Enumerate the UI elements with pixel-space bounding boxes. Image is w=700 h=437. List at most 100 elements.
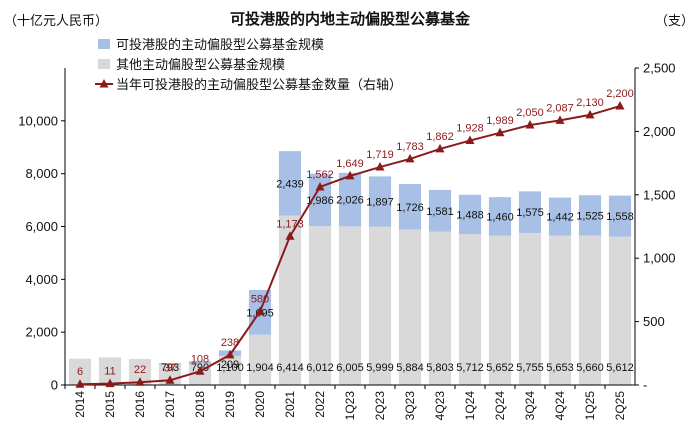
line-marker: [375, 162, 385, 171]
legend-label-hk: 可投港股的主动偏股型公募基金规模: [116, 37, 324, 52]
bar-other-4Q23: [428, 231, 452, 385]
x-tick-label: 2020: [253, 391, 267, 418]
line-data-label: 1,173: [276, 218, 304, 230]
bar-hk-1Q23: [338, 172, 362, 227]
data-label-other: 1,904: [246, 362, 274, 374]
bar-other-2Q24: [488, 235, 512, 385]
bar-other-2020: [248, 334, 272, 385]
data-label-other: 1,100: [216, 362, 244, 374]
bar-other-2Q23: [368, 226, 392, 385]
left-axis-tick-label: 0: [51, 378, 58, 393]
left-axis-tick-label: 2,000: [25, 325, 58, 340]
line-data-label: 108: [191, 353, 209, 365]
right-axis-unit: （支）: [654, 13, 694, 28]
line-data-label: 1,862: [426, 131, 454, 143]
line-marker: [315, 181, 325, 191]
data-label-other: 6,005: [336, 362, 364, 374]
bar-hk-2021: [278, 151, 302, 216]
line-marker: [225, 349, 235, 359]
line-marker: [555, 115, 565, 124]
line-data-label: 1,783: [396, 141, 424, 153]
x-tick-label: 2022: [313, 391, 327, 418]
x-tick-label: 2Q24: [493, 391, 507, 421]
x-tick-label: 2016: [133, 391, 147, 418]
data-label-hk: 1,726: [396, 202, 424, 214]
data-label-other: 5,999: [366, 362, 394, 374]
line-marker: [495, 127, 505, 137]
line-marker: [165, 375, 175, 384]
data-label-other: 5,755: [516, 362, 544, 374]
x-tick-label: 2014: [73, 391, 87, 418]
x-tick-label: 2019: [223, 391, 237, 418]
bar-other-2016: [128, 359, 152, 385]
line-data-label: 2,130: [576, 97, 604, 109]
legend-label-other: 其他主动偏股型公募基金规模: [116, 57, 285, 72]
x-tick-label: 2015: [103, 391, 117, 418]
x-tick-label: 2021: [283, 391, 297, 418]
bar-hk-4Q23: [428, 189, 452, 232]
x-tick-label: 2Q25: [613, 391, 627, 421]
line-data-label: 2,050: [516, 107, 544, 119]
line-marker: [195, 366, 205, 375]
x-tick-label: 1Q23: [343, 391, 357, 421]
data-label-hk: 1,460: [486, 211, 514, 223]
data-label-other: 6,012: [306, 362, 334, 374]
bar-hk-4Q24: [548, 197, 572, 236]
bar-other-2Q25: [608, 236, 632, 385]
data-label-hk: 2,026: [336, 195, 364, 207]
x-tick-label: 3Q23: [403, 391, 417, 421]
data-label-other: 5,612: [606, 362, 634, 374]
bar-other-2019: [218, 355, 242, 385]
x-tick-label: 2018: [193, 391, 207, 418]
line-marker: [255, 306, 265, 315]
right-axis-tick-label: -: [643, 378, 647, 393]
bar-hk-2Q25: [608, 195, 632, 237]
right-axis-tick-label: 500: [643, 314, 665, 329]
bar-other-4Q24: [548, 235, 572, 385]
line-data-label: 1,562: [306, 169, 334, 181]
x-tick-label: 1Q24: [463, 391, 477, 421]
bar-hk-3Q23: [398, 183, 422, 230]
data-label-other: 5,653: [546, 362, 574, 374]
line-marker: [465, 135, 475, 145]
bar-other-2021: [278, 215, 302, 385]
line-marker: [285, 231, 295, 240]
right-axis-tick-label: 1,500: [643, 187, 676, 202]
data-label-hk: 2,439: [276, 178, 304, 190]
line-data-label: 1,928: [456, 123, 484, 135]
data-label-other: 5,803: [426, 362, 454, 374]
right-axis-tick-label: 1,000: [643, 251, 676, 266]
bar-hk-2022: [308, 173, 332, 227]
line-data-label: 2,200: [606, 88, 634, 100]
data-label-hk: 1,581: [426, 206, 454, 218]
bar-other-1Q25: [578, 235, 602, 385]
legend-label-count: 当年可投港股的主动偏股型公募基金数量（右轴）: [116, 77, 402, 92]
line-marker: [615, 101, 625, 110]
bar-other-2014: [68, 358, 92, 385]
bar-other-1Q24: [458, 234, 482, 385]
bar-hk-2017: [158, 363, 182, 365]
data-label-hk: 1,525: [576, 210, 604, 222]
x-tick-label: 1Q25: [583, 391, 597, 421]
bar-hk-2018: [188, 361, 212, 365]
data-label-hk: 1,488: [456, 209, 484, 221]
data-label-hk: 209: [221, 359, 239, 371]
bar-hk-1Q25: [578, 195, 602, 236]
line-data-label: 1,649: [336, 158, 364, 170]
x-tick-label: 3Q24: [523, 391, 537, 421]
line-data-label: 6: [77, 366, 83, 378]
data-label-other: 793: [161, 362, 179, 374]
legend-marker-count: [99, 79, 109, 88]
line-data-label: 238: [221, 337, 239, 349]
left-axis-tick-label: 8,000: [25, 166, 58, 181]
data-label-other: 5,652: [486, 362, 514, 374]
line-data-label: 2,087: [546, 102, 574, 114]
right-axis-tick-label: 2,500: [643, 61, 676, 76]
data-label-other: 6,414: [276, 362, 304, 374]
left-axis-tick-label: 10,000: [18, 113, 58, 128]
x-tick-label: 2017: [163, 391, 177, 418]
data-label-other: 5,660: [576, 362, 604, 374]
bar-other-2022: [308, 226, 332, 385]
line-data-label: 580: [251, 293, 269, 305]
